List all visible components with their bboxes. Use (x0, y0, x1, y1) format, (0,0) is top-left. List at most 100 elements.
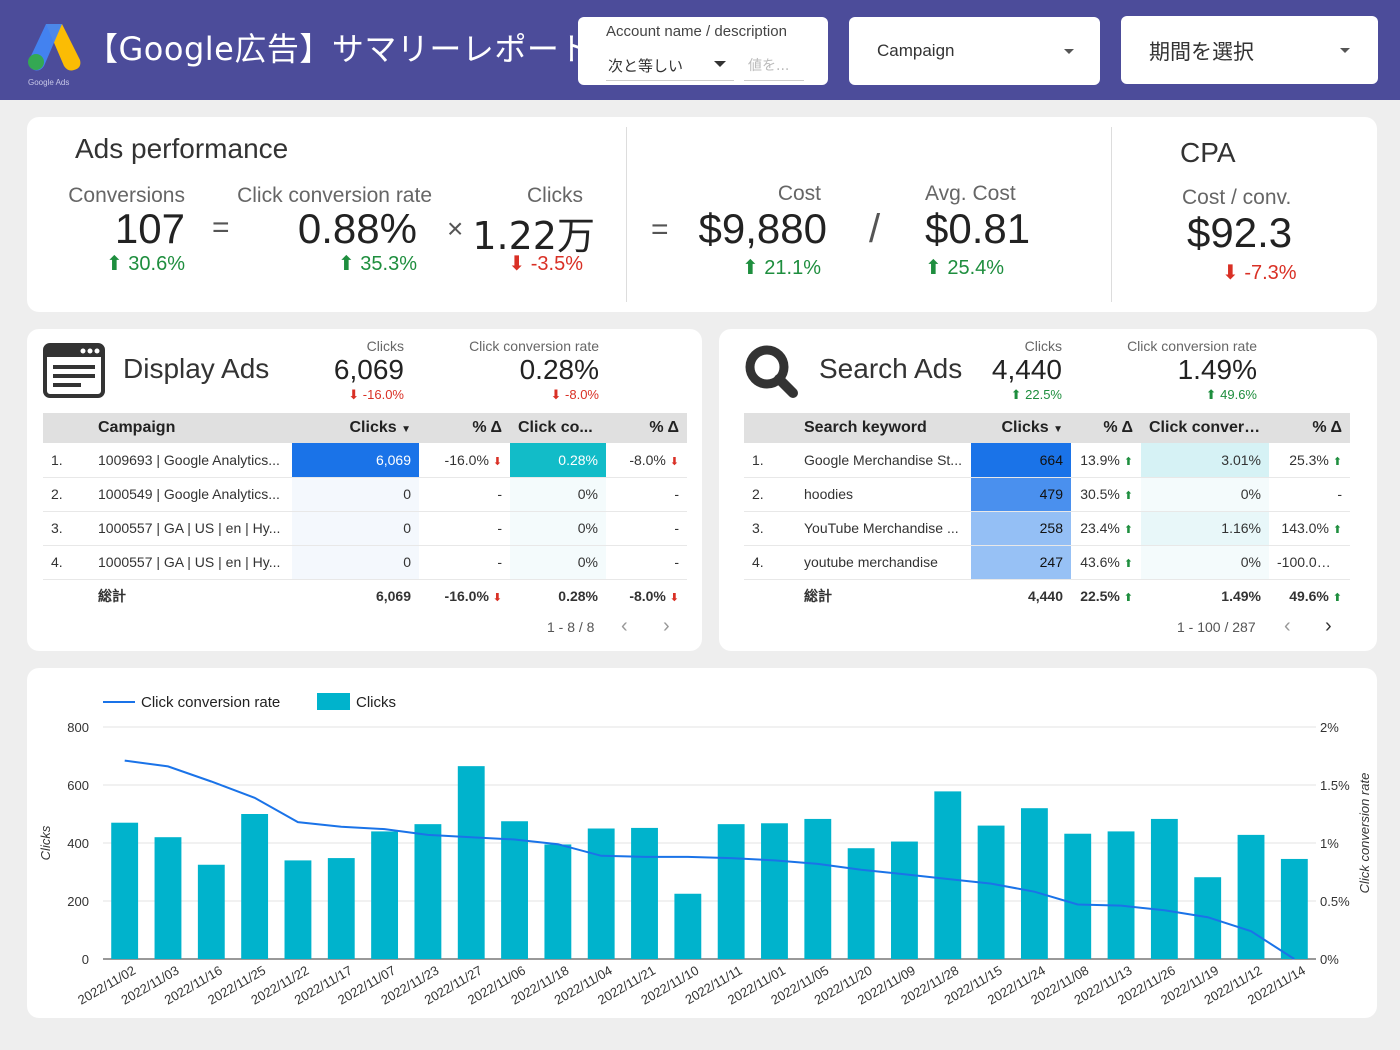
display-ccr-value: 0.28% (519, 354, 599, 385)
bar-clicks (674, 893, 702, 959)
clicks-delta: ⬇ -3.5% (508, 253, 583, 275)
line-click-conversion-rate (124, 759, 1295, 960)
section-title: Ads performance (75, 133, 289, 164)
prev-page-button[interactable]: ‹ (621, 615, 628, 637)
search-clicks-delta: ⬆ 22.5% (1010, 387, 1062, 402)
legend-bar-swatch (317, 693, 350, 710)
bar-clicks (717, 824, 745, 959)
bar-clicks (847, 848, 875, 959)
search-clicks-value: 4,440 (991, 354, 1062, 385)
y2-tick-label: 2% (1320, 720, 1339, 735)
bar-clicks (1107, 831, 1135, 959)
conversions-value: 107 (114, 205, 185, 252)
page-title: 【Google広告】サマリーレポート (86, 30, 592, 68)
bar-clicks (804, 818, 832, 959)
y-tick-label: 600 (67, 778, 89, 793)
bar-clicks (1280, 858, 1308, 959)
bar-clicks (1020, 808, 1048, 959)
table-row[interactable]: 4. 1000557 | GA | US | en | Hy... 0 - 0%… (43, 545, 687, 580)
col-keyword-header[interactable]: Search keyword (796, 413, 971, 443)
search-pager-text: 1 - 100 / 287 (1177, 619, 1256, 635)
account-filter-label: Account name / description (606, 23, 787, 40)
y-tick-label: 800 (67, 720, 89, 735)
col-clicks-delta-header[interactable]: % Δ (1071, 413, 1141, 443)
y-tick-label: 400 (67, 836, 89, 851)
display-clicks-value: 6,069 (333, 354, 404, 385)
bar-clicks (977, 825, 1005, 959)
y-tick-label: 0 (82, 952, 89, 967)
arrow-up-icon: ⬆ (1123, 592, 1133, 605)
sort-desc-icon: ▼ (401, 424, 411, 435)
y2-tick-label: 1.5% (1320, 778, 1350, 793)
bar-clicks (501, 821, 528, 959)
cpa-title: CPA (1180, 137, 1236, 168)
bar-clicks (1237, 834, 1265, 959)
search-ccr-delta: ⬆ 49.6% (1205, 387, 1257, 402)
arrow-up-icon: ⬆ (1332, 592, 1342, 605)
date-range-dropdown[interactable]: 期間を選択 (1121, 16, 1378, 84)
cost-value: $9,880 (698, 205, 827, 252)
table-row[interactable]: 1. Google Merchandise St... 664 13.9% ⬆ … (744, 443, 1350, 478)
table-total-row: 総計 6,069 -16.0% ⬇ 0.28% -8.0% ⬇ (98, 588, 679, 605)
table-header-row: Search keyword Clicks ▼ % Δ Click conver… (744, 413, 1350, 443)
arrow-down-icon: ⬇ (669, 592, 679, 605)
next-page-button[interactable]: › (663, 615, 670, 637)
display-ads-title: Display Ads (123, 353, 270, 384)
times-operator: × (447, 213, 464, 244)
col-campaign-header[interactable]: Campaign (90, 413, 292, 443)
prev-page-button[interactable]: ‹ (1284, 615, 1291, 637)
display-ads-card: Display Ads Clicks 6,069 ⬇ -16.0% Click … (27, 329, 702, 651)
col-ccr-header[interactable]: Click convers... (1141, 413, 1269, 443)
daily-trend-chart: 0 200 400 600 800 0% 0.5% 1% 1.5% 2% Clicks Click c… (38, 693, 1372, 1008)
display-clicks-label: Clicks (366, 338, 404, 354)
conversions-label: Conversions (68, 184, 185, 207)
bar-clicks (1150, 818, 1178, 959)
divide-operator: / (869, 207, 881, 251)
col-clicks-delta-header[interactable]: % Δ (419, 413, 510, 443)
arrow-up-icon: ⬆ (1332, 524, 1342, 536)
next-page-button[interactable]: › (1325, 615, 1332, 637)
arrow-up-icon: ⬆ (1123, 558, 1133, 570)
chevron-down-icon (1340, 48, 1350, 53)
y2-tick-label: 0.5% (1320, 894, 1350, 909)
bar-clicks (761, 823, 788, 959)
bar-clicks (544, 844, 572, 959)
cost-delta: ⬆ 21.1% (741, 257, 821, 279)
table-row[interactable]: 1. 1009693 | Google Analytics... 6,069 -… (43, 443, 687, 478)
bar-clicks (414, 824, 442, 959)
legend-label-clicks: Clicks (356, 694, 396, 711)
campaign-filter-dropdown[interactable]: Campaign (849, 17, 1100, 85)
col-clicks-header[interactable]: Clicks ▼ (292, 413, 419, 443)
table-row[interactable]: 3. YouTube Merchandise ... 258 23.4% ⬆ 1… (744, 511, 1350, 546)
table-row[interactable]: 4. youtube merchandise 247 43.6% ⬆ 0% -1… (744, 545, 1350, 580)
cpa-delta: ⬇ -7.3% (1222, 262, 1297, 284)
account-filter: Account name / description 次と等しい 値を... (578, 17, 828, 85)
cost-label: Cost (777, 182, 821, 205)
table-row[interactable]: 2. 1000549 | Google Analytics... 0 - 0% … (43, 477, 687, 512)
y-tick-label: 200 (67, 894, 89, 909)
equals-operator-2: = (651, 213, 669, 246)
col-ccr-delta-header[interactable]: % Δ (606, 413, 687, 443)
equals-operator: = (212, 211, 230, 244)
col-ccr-header[interactable]: Click co... (510, 413, 606, 443)
y2-tick-label: 0% (1320, 952, 1339, 967)
account-filter-value-input[interactable]: 値を... (744, 53, 804, 81)
display-ccr-delta: ⬇ -8.0% (550, 387, 599, 402)
clicks-label: Clicks (527, 184, 583, 207)
clicks-value: 1.22万 (472, 214, 595, 258)
search-icon (745, 345, 798, 398)
ccr-value: 0.88% (297, 205, 417, 252)
table-row[interactable]: 2. hoodies 479 30.5% ⬆ 0% - (744, 477, 1350, 512)
bar-clicks (284, 860, 312, 959)
ccr-delta: ⬆ 35.3% (337, 253, 417, 275)
col-clicks-header[interactable]: Clicks ▼ (971, 413, 1071, 443)
avg-cost-label: Avg. Cost (925, 182, 1016, 205)
account-filter-operator-select[interactable]: 次と等しい (606, 53, 734, 81)
col-ccr-delta-header[interactable]: % Δ (1269, 413, 1350, 443)
arrow-up-icon: ⬆ (1123, 455, 1133, 468)
search-ccr-value: 1.49% (1177, 354, 1257, 385)
bar-clicks (631, 827, 658, 959)
daily-trend-chart-card: 0 200 400 600 800 0% 0.5% 1% 1.5% 2% Clicks Click c… (27, 668, 1377, 1018)
bar-clicks (587, 828, 615, 959)
table-row[interactable]: 3. 1000557 | GA | US | en | Hy... 0 - 0%… (43, 511, 687, 546)
